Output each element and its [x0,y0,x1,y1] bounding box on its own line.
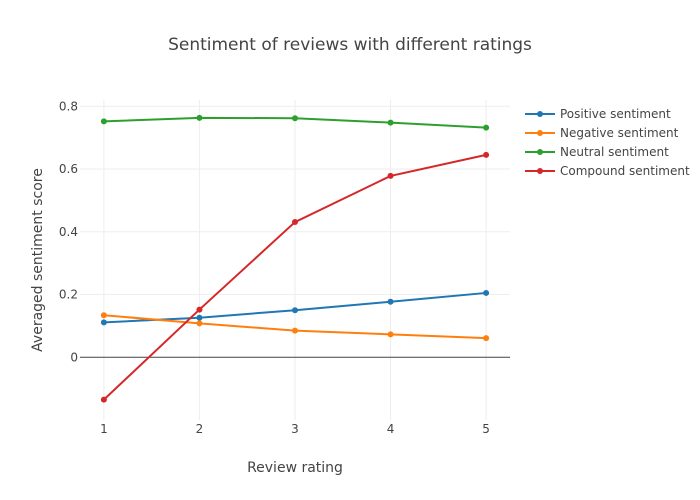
data-point [483,151,490,158]
data-point [196,314,203,321]
legend-item[interactable]: Compound sentiment [525,164,690,178]
data-point [292,327,298,334]
grid [80,100,510,420]
data-point [483,335,490,342]
series-compound-sentiment [100,151,490,403]
legend-swatch-marker [537,149,543,155]
legend-item[interactable]: Negative sentiment [525,126,679,140]
data-point [100,319,107,326]
data-point [100,118,107,125]
data-point [292,307,298,314]
legend: Positive sentiment Negative sentiment Neut… [525,107,690,178]
legend-label: Negative sentiment [560,126,679,140]
x-tick-label: 3 [291,422,299,436]
legend-item[interactable]: Positive sentiment [525,107,671,121]
data-point [196,306,203,313]
data-point [387,172,394,179]
chart-title: Sentiment of reviews with different rati… [168,35,532,55]
data-point [196,114,203,121]
data-point [483,124,490,131]
legend-swatch-marker [537,168,543,174]
legend-swatch-marker [537,130,543,136]
data-point [483,289,490,296]
data-point [100,396,107,403]
data-point [387,331,394,338]
y-tick-label: 0 [70,350,78,364]
series-positive-sentiment [100,289,490,326]
series-lines [100,114,490,403]
legend-item[interactable]: Neutral sentiment [525,145,669,159]
y-tick-label: 0.8 [59,99,78,113]
legend-label: Compound sentiment [560,164,690,178]
data-point [292,115,298,122]
legend-swatch-marker [537,111,543,117]
data-point [196,320,203,327]
x-tick-label: 4 [387,422,395,436]
x-tick-label: 5 [482,422,490,436]
data-point [387,119,394,126]
x-axis-title: Review rating [247,460,343,476]
data-point [292,219,298,226]
legend-label: Positive sentiment [560,107,671,121]
legend-label: Neutral sentiment [560,145,669,159]
x-tick-labels: 1 2 3 4 5 [100,422,490,436]
x-tick-label: 2 [196,422,204,436]
series-neutral-sentiment [100,114,490,131]
y-tick-label: 0.4 [59,225,78,239]
data-point [100,312,107,319]
y-axis-title: Averaged sentiment score [30,168,46,352]
y-tick-label: 0.2 [59,288,78,302]
y-tick-label: 0.6 [59,162,78,176]
x-tick-label: 1 [100,422,108,436]
series-negative-sentiment [100,312,490,342]
y-tick-labels: 0 0.2 0.4 0.6 0.8 [59,99,78,364]
data-point [387,298,394,305]
